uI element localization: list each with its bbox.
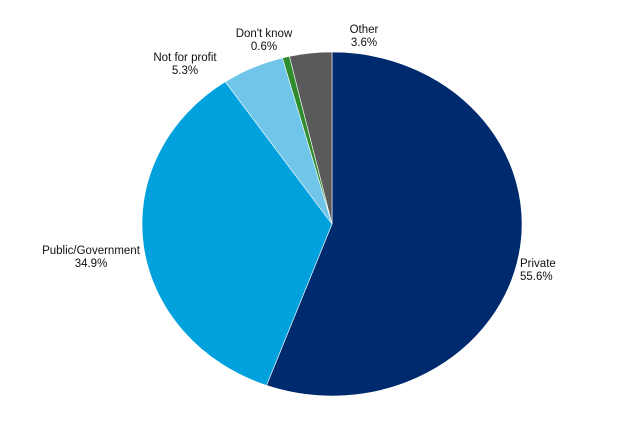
slice-label-other: Other 3.6% <box>340 24 388 50</box>
slice-label-public-government-value: 34.9% <box>74 258 108 270</box>
slice-label-public-government-name: Public/Government <box>42 245 140 257</box>
slice-label-not-for-profit-name: Not for profit <box>153 52 217 64</box>
slice-label-private-value: 55.6% <box>520 271 553 283</box>
pie-slice-other <box>289 51 333 225</box>
pie-slice-public-government <box>141 81 333 386</box>
slice-label-private-name: Private <box>520 258 556 270</box>
slice-label-not-for-profit: Not for profit 5.3% <box>145 52 225 78</box>
slice-label-dont-know: Don't know 0.6% <box>230 28 298 54</box>
slice-label-other-value: 3.6% <box>350 37 378 49</box>
slice-label-private: Private 55.6% <box>520 258 556 284</box>
slice-label-dont-know-name: Don't know <box>235 28 293 40</box>
slice-label-dont-know-value: 0.6% <box>250 41 278 53</box>
pie-slice-private <box>266 51 523 397</box>
slice-label-other-name: Other <box>349 24 379 36</box>
slice-label-not-for-profit-value: 5.3% <box>171 65 199 77</box>
slice-label-public-government: Public/Government 34.9% <box>35 245 147 271</box>
